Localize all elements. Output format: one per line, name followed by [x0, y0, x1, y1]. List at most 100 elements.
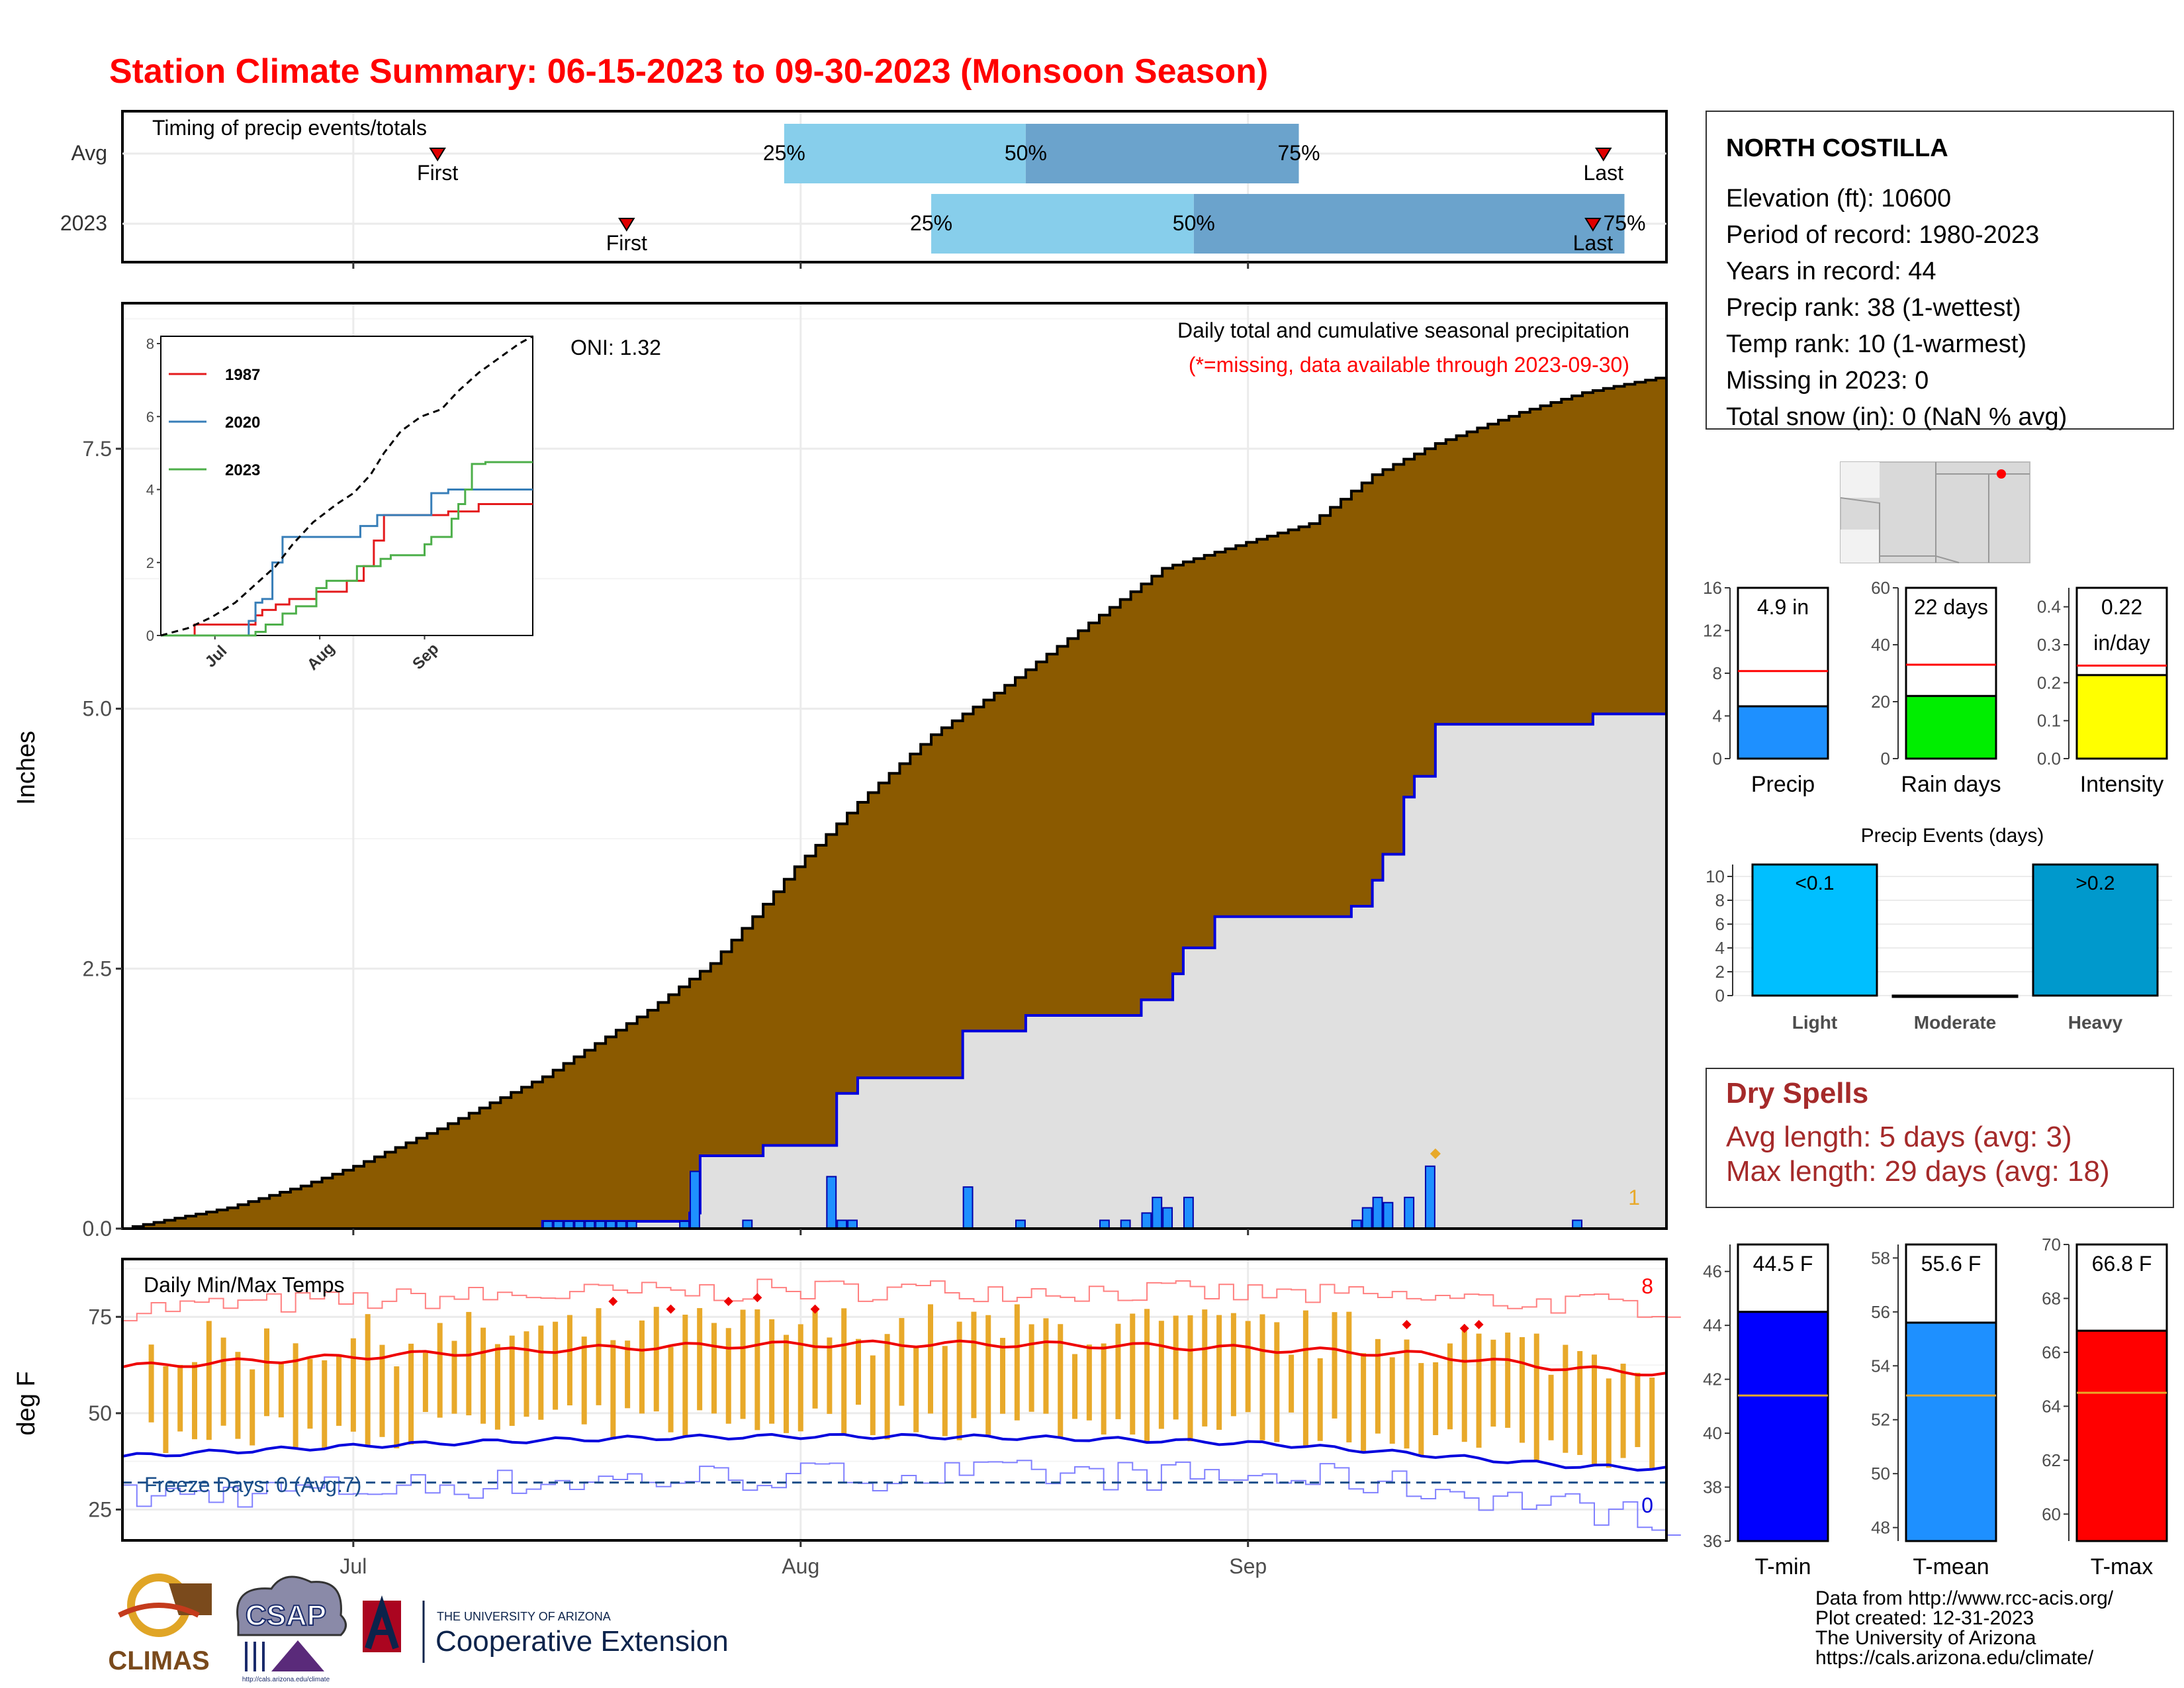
daily-temp-bar: [1014, 1304, 1020, 1421]
daily-temp-bar: [509, 1335, 515, 1426]
small-y-tick-label: 62: [2042, 1450, 2061, 1470]
small-y-tick-label: 54: [1871, 1356, 1890, 1376]
x-tick-label: Aug: [782, 1554, 819, 1578]
daily-temp-bar: [1591, 1354, 1597, 1466]
small-bar-value: [2075, 1329, 2168, 1542]
daily-temp-bar: [177, 1365, 183, 1432]
precip-main-panel: 0.0 2.5 5.0 7.5 Inches ONI: 1.32 Daily tota…: [13, 302, 1668, 1241]
daily-temp-bar: [596, 1308, 602, 1405]
daily-temp-bar: [278, 1363, 284, 1418]
first-event-label: First: [606, 231, 647, 255]
timing-q75-label: 75%: [1278, 141, 1320, 165]
daily-temp-bar: [1433, 1362, 1439, 1435]
missing-marker: [1430, 1148, 1441, 1159]
small-bar-title: Precip: [1751, 772, 1815, 797]
events-title: Precip Events (days): [1861, 825, 2044, 847]
daily-temp-bar: [1317, 1358, 1323, 1441]
footer-line-2: Plot created: 12-31-2023: [1815, 1607, 2034, 1629]
daily-precip-bar: [690, 1170, 700, 1229]
climas-logo-text: CLIMAS: [108, 1646, 209, 1675]
small-y-tick-label: 46: [1703, 1262, 1722, 1282]
daily-temp-bar: [307, 1358, 313, 1429]
timing-q25-label: 25%: [763, 141, 805, 165]
oni-label: ONI: 1.32: [570, 336, 661, 359]
main-y-tick-label: 7.5: [83, 437, 112, 461]
avg-min-temp-line: [122, 1432, 1667, 1472]
events-y-tick-label: 6: [1715, 914, 1725, 934]
daily-temp-bar: [322, 1360, 328, 1448]
daily-temp-bar: [422, 1352, 428, 1413]
daily-temp-bar: [812, 1307, 818, 1409]
daily-temp-bar: [1461, 1331, 1467, 1442]
daily-temp-bar: [494, 1344, 500, 1430]
daily-precip-bar: [1152, 1196, 1163, 1230]
daily-temp-bar: [480, 1327, 486, 1424]
missing-count: 1: [1628, 1186, 1640, 1209]
daily-temp-bar: [711, 1323, 717, 1414]
inset-y-tick-label: 2: [146, 555, 154, 571]
daily-temp-bar: [1505, 1333, 1511, 1428]
daily-temp-bar: [451, 1340, 457, 1414]
x-tick-label: Jul: [340, 1554, 367, 1578]
daily-temp-bar: [1563, 1344, 1569, 1453]
daily-temp-bar: [697, 1308, 703, 1411]
small-y-tick-label: 60: [2042, 1504, 2061, 1524]
timing-row-2023-label: 2023: [60, 211, 107, 235]
events-bar-label: >0.2: [2075, 872, 2115, 894]
record-low-count: 0: [1641, 1493, 1653, 1517]
daily-temp-bar: [538, 1325, 544, 1420]
timing-q2-bar: [1193, 194, 1625, 254]
small-bar-title: Intensity: [2080, 772, 2164, 797]
station-snow: Total snow (in): 0 (NaN % avg): [1726, 403, 2067, 431]
events-y-tick-label: 0: [1715, 986, 1725, 1006]
daily-temp-bar: [1289, 1354, 1295, 1413]
station-years: Years in record: 44: [1726, 258, 1936, 285]
small-y-tick-label: 42: [1703, 1370, 1722, 1389]
small-y-tick-label: 16: [1703, 578, 1722, 598]
first-event-label: First: [417, 161, 458, 185]
daily-precip-bar: [1404, 1196, 1415, 1230]
timing-q1-bar: [784, 124, 1026, 183]
daily-temp-bar: [220, 1337, 226, 1426]
locator-map: [1840, 461, 2030, 563]
dry-spells-box: Dry Spells Avg length: 5 days (avg: 3) M…: [1706, 1068, 2174, 1208]
last-event-marker: [1584, 218, 1602, 232]
ua-name-small: THE UNIVERSITY OF ARIZONA: [437, 1610, 611, 1623]
daily-temp-bar: [1028, 1324, 1034, 1412]
daily-precip-bar: [1141, 1212, 1152, 1230]
inset-y-tick-label: 8: [146, 336, 154, 352]
daily-temp-bar: [1274, 1322, 1280, 1442]
daily-temp-bar: [1101, 1343, 1107, 1435]
inset-legend-label: 2020: [225, 414, 260, 432]
events-bar-label: <0.1: [1795, 872, 1834, 894]
daily-temp-bar: [1216, 1315, 1222, 1430]
daily-temp-bar: [725, 1328, 731, 1424]
daily-temp-bar: [855, 1338, 861, 1405]
temp-y-tick-label: 25: [88, 1497, 112, 1521]
small-y-tick-label: 20: [1871, 692, 1890, 712]
daily-temp-bar: [235, 1352, 241, 1439]
daily-precip-bar: [1424, 1165, 1435, 1229]
daily-temp-bar: [1649, 1378, 1655, 1470]
main-y-label: Inches: [13, 731, 40, 805]
small-y-tick-label: 64: [2042, 1396, 2061, 1416]
station-temp-rank: Temp rank: 10 (1-warmest): [1726, 330, 2026, 358]
events-y-tick-label: 10: [1706, 867, 1725, 886]
small-bar-label: 22 days: [1914, 595, 1988, 619]
small-bar-value: [1737, 1311, 1829, 1542]
daily-temp-bar: [682, 1315, 688, 1438]
station-location-dot: [1997, 469, 2006, 479]
daily-temp-bar: [1115, 1323, 1121, 1419]
events-bar: [1751, 863, 1878, 997]
small-y-tick-label: 48: [1871, 1518, 1890, 1538]
events-x-label: Moderate: [1914, 1012, 1996, 1033]
daily-temp-bar: [797, 1324, 803, 1432]
small-bar-title: T-mean: [1913, 1554, 1989, 1579]
events-y-tick-label: 2: [1715, 962, 1725, 982]
daily-temp-bar: [884, 1334, 890, 1440]
daily-temp-bar: [437, 1323, 443, 1418]
daily-precip-bar: [1372, 1196, 1383, 1230]
small-bar-label-box: [1905, 1243, 1997, 1324]
inset-y-tick-label: 6: [146, 408, 154, 425]
daily-temp-bar: [1158, 1321, 1164, 1429]
